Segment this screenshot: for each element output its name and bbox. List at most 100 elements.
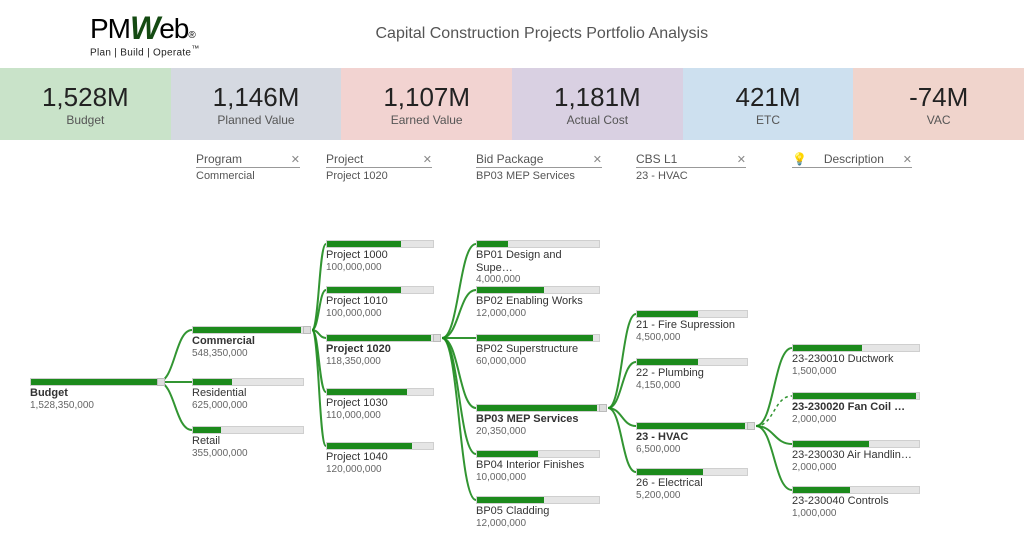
node-bar	[326, 240, 434, 248]
tree-node-project[interactable]: Project 1030110,000,000	[326, 388, 434, 421]
logo-tagline: Plan | Build | Operate	[90, 48, 191, 59]
kpi-card[interactable]: 1,528MBudget	[0, 68, 171, 140]
node-bar	[636, 422, 748, 430]
node-value: 355,000,000	[192, 448, 304, 459]
node-bar	[476, 404, 600, 412]
tree-node-description[interactable]: 23-230040 Controls1,000,000	[792, 486, 920, 519]
node-value: 2,000,000	[792, 414, 920, 425]
kpi-card[interactable]: 1,146MPlanned Value	[171, 68, 342, 140]
tree-node-project[interactable]: Project 1020118,350,000	[326, 334, 434, 367]
tree-node-bidpackage[interactable]: BP02 Superstructure60,000,000	[476, 334, 600, 367]
tree-node-cbs[interactable]: 22 - Plumbing4,150,000	[636, 358, 748, 391]
node-label: Project 1040	[326, 451, 434, 464]
node-value: 625,000,000	[192, 400, 304, 411]
node-value: 12,000,000	[476, 518, 600, 529]
kpi-card[interactable]: 1,181MActual Cost	[512, 68, 683, 140]
tree-node-cbs[interactable]: 21 - Fire Supression4,500,000	[636, 310, 748, 343]
page-title: Capital Construction Projects Portfolio …	[200, 25, 1024, 43]
node-bar	[30, 378, 158, 386]
node-bar	[792, 486, 920, 494]
column-label: Program	[196, 152, 242, 166]
column-header[interactable]: 💡Description✕	[792, 152, 912, 168]
column-selected: BP03 MEP Services	[476, 170, 602, 182]
tree-node-cbs[interactable]: 26 - Electrical5,200,000	[636, 468, 748, 501]
logo: PMWeb® Plan | Build | Operate™	[90, 9, 200, 58]
tree-node-program[interactable]: Retail355,000,000	[192, 426, 304, 459]
kpi-card[interactable]: 1,107MEarned Value	[341, 68, 512, 140]
node-label: 23 - HVAC	[636, 431, 748, 444]
node-label: BP02 Superstructure	[476, 343, 600, 356]
close-icon[interactable]: ✕	[897, 153, 912, 166]
node-value: 10,000,000	[476, 472, 600, 483]
close-icon[interactable]: ✕	[731, 153, 746, 166]
tree-node-description[interactable]: 23-230030 Air Handlin…2,000,000	[792, 440, 920, 473]
logo-reg: ®	[188, 30, 194, 41]
node-value: 20,350,000	[476, 426, 600, 437]
close-icon[interactable]: ✕	[417, 153, 432, 166]
node-label: 23-230020 Fan Coil …	[792, 401, 920, 414]
node-label: Project 1010	[326, 295, 434, 308]
node-label: BP01 Design and Supe…	[476, 249, 600, 274]
column-header[interactable]: Project✕Project 1020	[326, 152, 432, 182]
node-value: 110,000,000	[326, 410, 434, 421]
node-bar	[192, 326, 304, 334]
node-value: 60,000,000	[476, 356, 600, 367]
tree-node-description[interactable]: 23-230020 Fan Coil …2,000,000	[792, 392, 920, 425]
expand-icon[interactable]	[157, 378, 165, 386]
node-label: BP05 Cladding	[476, 505, 600, 518]
tree-node-bidpackage[interactable]: BP05 Cladding12,000,000	[476, 496, 600, 529]
tree-node-program[interactable]: Residential625,000,000	[192, 378, 304, 411]
node-bar	[192, 426, 304, 434]
column-header[interactable]: Bid Package✕BP03 MEP Services	[476, 152, 602, 182]
kpi-card[interactable]: -74MVAC	[853, 68, 1024, 140]
expand-icon[interactable]	[599, 404, 607, 412]
node-bar	[792, 440, 920, 448]
tree-node-bidpackage[interactable]: BP03 MEP Services20,350,000	[476, 404, 600, 437]
node-label: Commercial	[192, 335, 304, 348]
expand-icon[interactable]	[747, 422, 755, 430]
node-bar	[792, 392, 920, 400]
expand-icon[interactable]	[303, 326, 311, 334]
node-label: Retail	[192, 435, 304, 448]
node-label: BP02 Enabling Works	[476, 295, 600, 308]
node-bar	[476, 334, 600, 342]
tree-node-program[interactable]: Commercial548,350,000	[192, 326, 304, 359]
node-label: Project 1020	[326, 343, 434, 356]
tree-node-bidpackage[interactable]: BP01 Design and Supe…4,000,000	[476, 240, 600, 285]
node-value: 100,000,000	[326, 308, 434, 319]
decomposition-tree: Program✕CommercialProject✕Project 1020Bi…	[0, 140, 1024, 542]
node-label: BP04 Interior Finishes	[476, 459, 600, 472]
tree-node-project[interactable]: Project 1040120,000,000	[326, 442, 434, 475]
close-icon[interactable]: ✕	[587, 153, 602, 166]
logo-tm: ™	[191, 44, 199, 53]
node-label: Project 1030	[326, 397, 434, 410]
kpi-card[interactable]: 421METC	[683, 68, 854, 140]
node-label: Residential	[192, 387, 304, 400]
column-label: CBS L1	[636, 152, 677, 166]
kpi-label: Planned Value	[217, 113, 294, 127]
node-bar	[476, 240, 600, 248]
kpi-value: 421M	[736, 82, 801, 113]
tree-node-project[interactable]: Project 1000100,000,000	[326, 240, 434, 273]
node-bar	[476, 450, 600, 458]
kpi-label: ETC	[756, 113, 780, 127]
tree-node-bidpackage[interactable]: BP04 Interior Finishes10,000,000	[476, 450, 600, 483]
tree-node-bidpackage[interactable]: BP02 Enabling Works12,000,000	[476, 286, 600, 319]
node-bar	[476, 286, 600, 294]
node-value: 548,350,000	[192, 348, 304, 359]
kpi-value: 1,107M	[383, 82, 470, 113]
node-bar	[326, 334, 434, 342]
tree-node-root[interactable]: Budget1,528,350,000	[30, 378, 158, 411]
node-value: 4,500,000	[636, 332, 748, 343]
column-header[interactable]: CBS L1✕23 - HVAC	[636, 152, 746, 182]
expand-icon[interactable]	[433, 334, 441, 342]
tree-node-cbs[interactable]: 23 - HVAC6,500,000	[636, 422, 748, 455]
close-icon[interactable]: ✕	[285, 153, 300, 166]
tree-node-description[interactable]: 23-230010 Ductwork1,500,000	[792, 344, 920, 377]
tree-node-project[interactable]: Project 1010100,000,000	[326, 286, 434, 319]
column-selected: Project 1020	[326, 170, 432, 182]
column-header[interactable]: Program✕Commercial	[196, 152, 300, 182]
node-label: 21 - Fire Supression	[636, 319, 748, 332]
node-label: 23-230030 Air Handlin…	[792, 449, 920, 462]
kpi-value: 1,181M	[554, 82, 641, 113]
